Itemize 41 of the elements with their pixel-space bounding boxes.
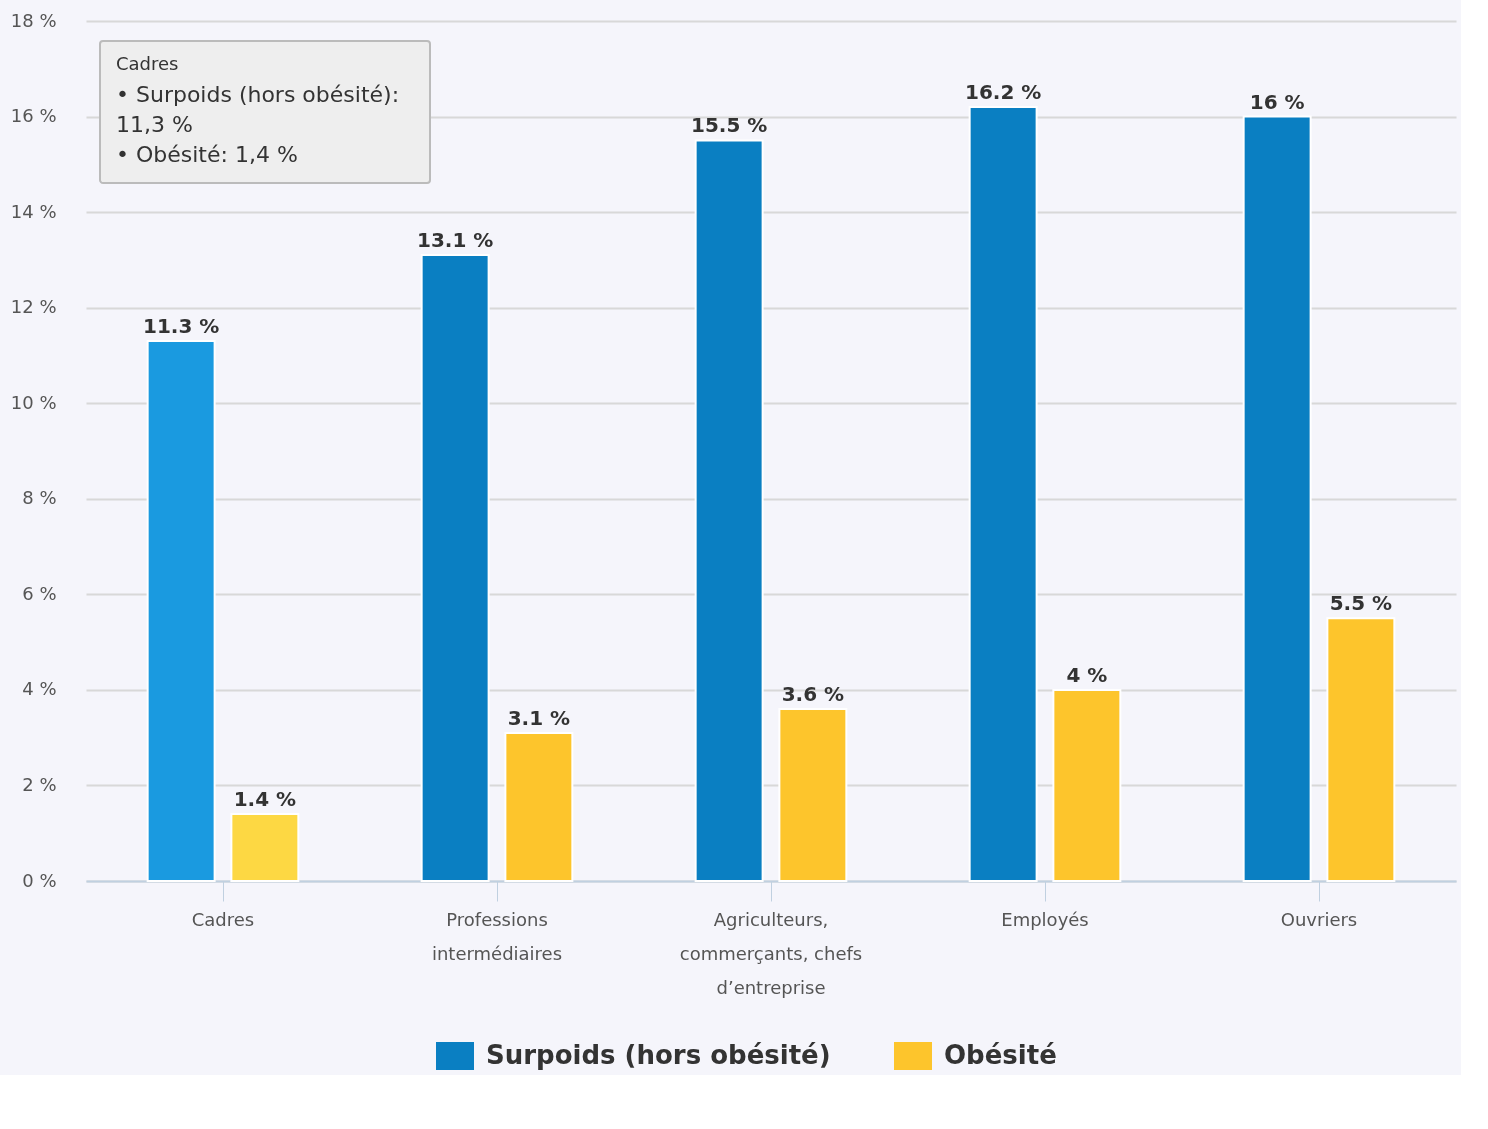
bar xyxy=(968,106,1038,882)
y-tick-label: 16 % xyxy=(10,105,57,127)
bar xyxy=(1326,617,1396,882)
data-label: 3.6 % xyxy=(781,682,845,706)
data-label: 16 % xyxy=(1249,89,1305,114)
y-tick-label: 0 % xyxy=(22,869,57,891)
bar xyxy=(694,139,764,882)
bar xyxy=(1242,115,1312,882)
data-label: 16.2 % xyxy=(964,80,1042,104)
bar xyxy=(1052,688,1122,882)
annotation: 11,3 % xyxy=(116,112,193,137)
legend-label: Surpoids (hors obésité) xyxy=(486,1040,831,1070)
x-tick-label: Agriculteurs, commerçants, chefs d’entreprise xyxy=(679,908,863,998)
y-tick-label: 2 % xyxy=(22,773,57,795)
y-tick-label: 14 % xyxy=(10,200,57,222)
data-label: 4 % xyxy=(1066,662,1108,687)
data-label: 15.5 % xyxy=(690,113,768,138)
bar xyxy=(230,813,300,882)
y-tick-label: 6 % xyxy=(22,582,57,604)
bar xyxy=(504,731,574,882)
data-label: 5.5 % xyxy=(1329,591,1393,616)
legend-label: Obésité xyxy=(944,1040,1057,1070)
y-tick-label: 4 % xyxy=(22,678,57,700)
data-label: 11.3 % xyxy=(142,314,220,339)
y-tick-label: 8 % xyxy=(22,487,57,509)
x-tick-label: Professions intermédiaires xyxy=(431,908,563,964)
annotation: • Obésité: 1,4 % xyxy=(116,142,298,167)
bar xyxy=(420,254,490,882)
data-label: 3.1 % xyxy=(507,705,571,730)
data-label: 1.4 % xyxy=(233,787,297,812)
x-tick-label: Cadres xyxy=(191,908,255,930)
y-tick-label: 18 % xyxy=(10,9,57,31)
data-label: 13.1 % xyxy=(416,228,494,253)
bar xyxy=(778,708,848,882)
y-tick-label: 12 % xyxy=(10,296,57,318)
y-tick-label: 10 % xyxy=(10,391,57,413)
bar xyxy=(146,340,216,882)
annotation: Cadres xyxy=(116,53,179,74)
x-tick-label: Employés xyxy=(1001,908,1089,930)
annotation: • Surpoids (hors obésité): xyxy=(116,82,400,107)
x-tick-label: Ouvriers xyxy=(1280,908,1358,930)
